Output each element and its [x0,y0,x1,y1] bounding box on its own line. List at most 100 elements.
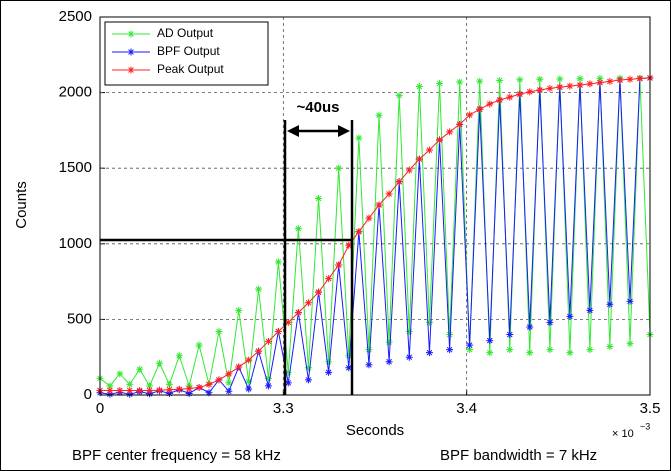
point-marker [425,349,433,357]
point-marker [626,340,634,348]
point-marker [385,190,393,198]
point-marker [425,318,433,326]
point-marker [215,327,223,335]
point-marker [215,376,223,384]
point-marker [106,386,114,394]
point-marker [355,228,363,236]
legend-marker [127,30,135,38]
point-marker [606,77,614,85]
point-marker [556,75,564,83]
x-tick-label: 0 [96,400,104,417]
point-marker [486,100,494,108]
point-marker [335,261,343,269]
point-marker [546,318,554,326]
point-marker [155,359,163,367]
point-marker [576,81,584,89]
point-marker [456,78,464,86]
point-marker [466,111,474,119]
point-marker [365,346,373,354]
y-tick-label: 1500 [59,159,92,176]
point-marker [506,346,514,354]
point-marker [155,386,163,394]
point-marker [415,155,423,163]
point-marker [405,166,413,174]
point-marker [335,164,343,172]
point-marker [264,382,272,390]
point-marker [284,379,292,387]
point-marker [165,380,173,388]
point-marker [566,312,574,320]
point-marker [106,382,114,390]
point-marker [264,337,272,345]
x-tick-label: 3.3 [273,400,294,417]
point-marker [185,385,193,393]
point-marker [586,80,594,88]
point-marker [136,365,144,373]
x-scale-base: × 10 [612,428,634,440]
point-marker [476,77,484,85]
y-tick-label: 2000 [59,84,92,101]
x-tick-label: 3.4 [456,400,477,417]
point-marker [566,349,574,357]
point-marker [315,288,323,296]
point-marker [566,82,574,90]
point-marker [506,331,514,339]
point-marker [546,84,554,92]
legend-label: AD Output [157,26,214,40]
point-marker [126,390,134,398]
point-marker [536,75,544,83]
point-marker [126,386,134,394]
point-marker [446,128,454,136]
point-marker [506,93,514,101]
point-marker [446,346,454,354]
point-marker [536,86,544,94]
point-marker [526,323,534,331]
point-marker [245,356,253,364]
point-marker [205,380,213,388]
point-marker [395,178,403,186]
point-marker [405,353,413,361]
point-marker [325,358,333,366]
legend-marker [127,48,135,56]
point-marker [185,389,193,397]
point-marker [165,386,173,394]
point-marker [425,146,433,154]
point-marker [446,331,454,339]
point-marker [586,306,594,314]
y-tick-label: 500 [67,310,92,327]
legend: AD Output BPF Output Peak Output [104,21,269,86]
y-tick-label: 2500 [59,8,92,25]
point-marker [526,88,534,96]
point-marker [385,338,393,346]
point-marker [195,341,203,349]
point-marker [415,83,423,91]
point-marker [235,306,243,314]
point-marker [225,379,233,387]
point-marker [304,364,312,372]
footnote: BPF bandwidth = 7 kHz [440,447,597,464]
point-marker [116,370,124,378]
point-marker [235,363,243,371]
y-axis-label: Counts [13,181,30,229]
point-marker [395,92,403,100]
point-marker [264,374,272,382]
point-marker [116,386,124,394]
point-marker [325,368,333,376]
point-marker [355,134,363,142]
point-marker [375,201,383,209]
point-marker [245,385,253,393]
x-scale-exponent: −3 [640,421,650,431]
point-marker [345,364,353,372]
point-marker [606,343,614,351]
point-marker [626,297,634,305]
point-marker [466,346,474,354]
point-marker [556,83,564,91]
point-marker [526,349,534,357]
point-marker [175,385,183,393]
point-marker [476,105,484,113]
legend-label: BPF Output [157,44,220,58]
point-marker [304,299,312,307]
point-marker [245,377,253,385]
